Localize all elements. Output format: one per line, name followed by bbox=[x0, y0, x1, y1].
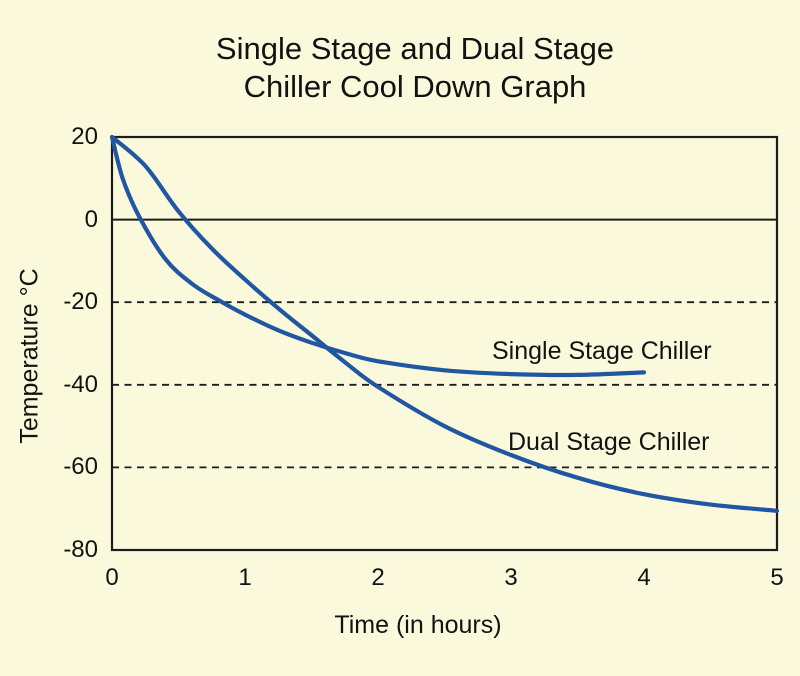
y-tick-label: 20 bbox=[71, 123, 98, 150]
x-tick-label: 4 bbox=[637, 564, 651, 591]
y-tick-label: 0 bbox=[84, 205, 98, 233]
series-label-single-stage: Single Stage Chiller bbox=[492, 337, 712, 365]
chart-title-line2: Chiller Cool Down Graph bbox=[243, 69, 587, 104]
x-axis-title: Time (in hours) bbox=[334, 611, 502, 639]
series-curve-single-stage-chiller bbox=[109, 134, 647, 378]
y-tick-label: -60 bbox=[63, 453, 98, 481]
y-tick-label: -80 bbox=[63, 536, 98, 563]
chart-title: Single Stage and Dual Stage Chiller Cool… bbox=[30, 30, 800, 106]
plot-border bbox=[110, 135, 779, 552]
x-tick-label: 0 bbox=[105, 564, 119, 591]
x-tick-label: 2 bbox=[371, 564, 385, 591]
y-tick-label: -20 bbox=[63, 288, 98, 316]
x-tick-label: 5 bbox=[770, 564, 784, 591]
series-label-dual-stage: Dual Stage Chiller bbox=[508, 428, 710, 456]
chart-title-line1: Single Stage and Dual Stage bbox=[215, 31, 615, 66]
x-tick-label: 3 bbox=[504, 564, 518, 591]
y-tick-label: -40 bbox=[63, 370, 98, 398]
x-tick-label: 1 bbox=[238, 564, 252, 591]
series-curve-dual-stage-chiller bbox=[109, 134, 780, 513]
